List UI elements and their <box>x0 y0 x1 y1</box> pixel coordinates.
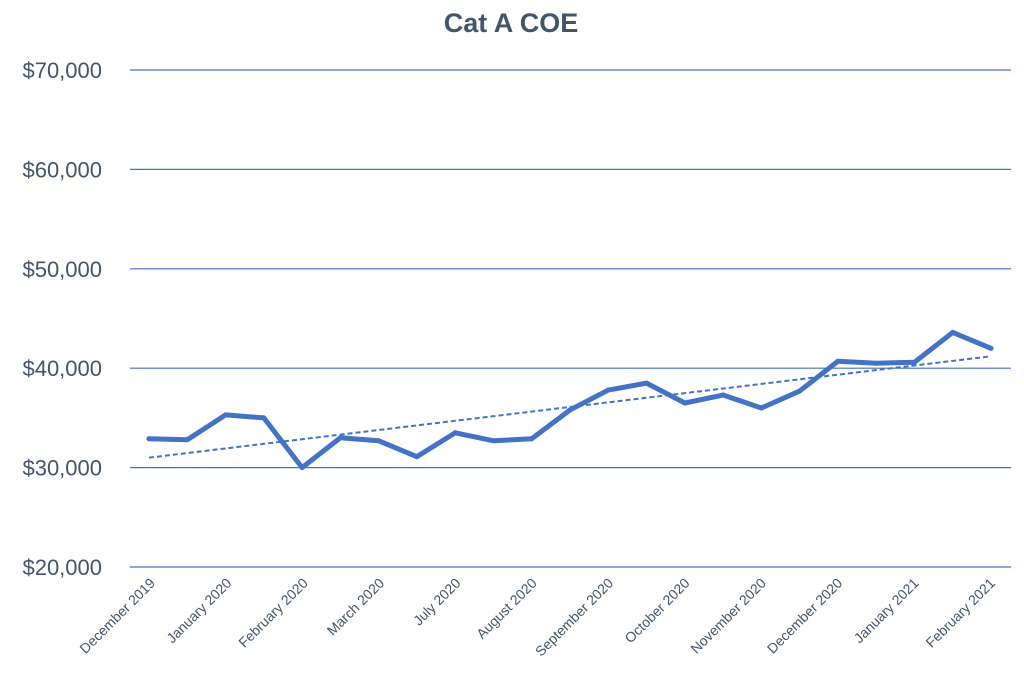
data-point <box>567 407 573 413</box>
data-point <box>376 438 382 444</box>
series-group <box>146 329 994 471</box>
data-point <box>337 435 343 441</box>
data-point <box>988 345 994 351</box>
x-tick-label: December 2019 <box>76 575 158 657</box>
data-point <box>720 392 726 398</box>
x-tick-label: October 2020 <box>621 575 692 646</box>
data-point <box>261 415 267 421</box>
x-tick-label: March 2020 <box>324 575 388 639</box>
x-tick-label: January 2021 <box>850 575 921 646</box>
y-tick-label: $60,000 <box>22 157 102 182</box>
y-tick-label: $40,000 <box>22 356 102 381</box>
y-axis-tick-labels: $20,000 $30,000 $40,000 $50,000 $60,000 $70,0… <box>22 58 102 580</box>
data-point <box>758 405 764 411</box>
gridlines <box>130 69 1011 568</box>
data-point <box>835 358 841 364</box>
data-point <box>146 436 152 442</box>
x-tick-label: July 2020 <box>410 575 464 629</box>
data-point <box>184 437 190 443</box>
data-point <box>414 454 420 460</box>
chart-title: Cat A COE <box>444 8 579 38</box>
x-tick-label: September 2020 <box>532 575 617 660</box>
y-tick-label: $50,000 <box>22 257 102 282</box>
trendline <box>148 355 992 459</box>
data-point <box>529 436 535 442</box>
x-tick-label: February 2021 <box>922 575 998 651</box>
x-tick-label: December 2020 <box>764 575 846 657</box>
data-point <box>873 360 879 366</box>
x-tick-label: January 2020 <box>163 575 234 646</box>
series-line <box>146 329 994 471</box>
x-tick-label: November 2020 <box>687 575 769 657</box>
x-tick-label: February 2020 <box>235 575 311 651</box>
x-axis-tick-labels: December 2019 January 2020 February 2020 Ma… <box>76 575 998 660</box>
data-point <box>797 388 803 394</box>
trendline-group <box>148 355 992 459</box>
data-point <box>299 465 305 471</box>
y-tick-label: $30,000 <box>22 456 102 481</box>
data-point <box>490 438 496 444</box>
data-point <box>950 329 956 335</box>
data-point <box>223 412 229 418</box>
data-point <box>682 400 688 406</box>
data-point <box>644 380 650 386</box>
y-tick-label: $70,000 <box>22 58 102 83</box>
data-point <box>605 387 611 393</box>
x-tick-label: August 2020 <box>473 575 540 642</box>
data-point <box>452 430 458 436</box>
y-tick-label: $20,000 <box>22 555 102 580</box>
data-point <box>911 359 917 365</box>
